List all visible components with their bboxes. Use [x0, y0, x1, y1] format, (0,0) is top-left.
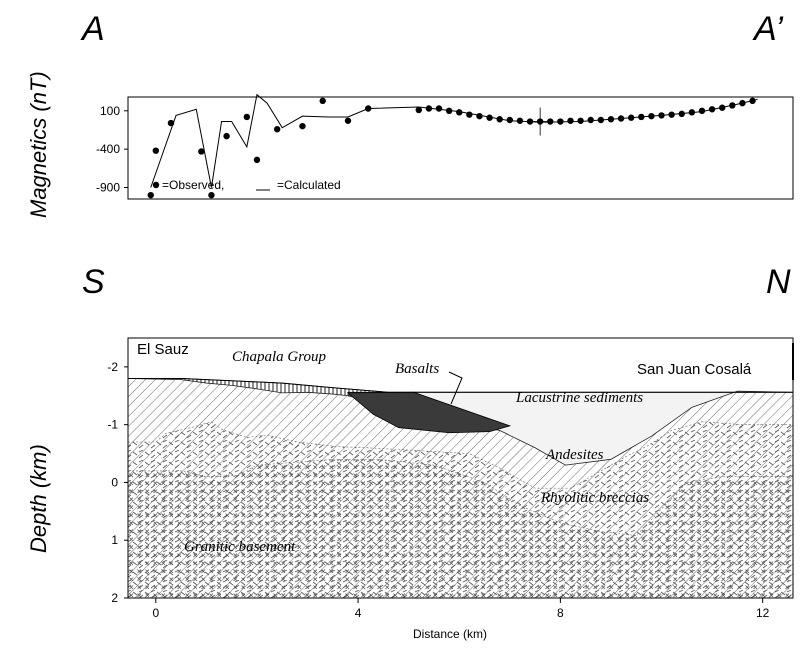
observed-point-45 — [739, 99, 746, 107]
section-label-a-prime: A’ — [752, 10, 783, 48]
observed-point-0 — [147, 191, 154, 199]
observed-point-26 — [547, 118, 554, 125]
unit-andesites: Andesites — [545, 447, 604, 463]
depth-y-label: Depth (km) — [26, 444, 51, 553]
section-label-a: A — [80, 10, 105, 48]
distance-xtick-label-0: 0 — [152, 606, 159, 620]
legend-observed-dot — [152, 181, 160, 189]
place-san-juan-cosala: San Juan Cosalá — [637, 361, 752, 378]
depth-ytick-label-3: 1 — [111, 533, 118, 547]
mag-ytick-label-2: -900 — [96, 180, 120, 194]
observed-point-21 — [496, 116, 503, 123]
observed-point-39 — [678, 110, 685, 118]
basalts-layer — [346, 391, 512, 434]
observed-point-23 — [516, 117, 524, 124]
observed-point-6 — [243, 113, 251, 121]
depth-ytick-label-1: -1 — [107, 418, 118, 432]
observed-point-18 — [466, 111, 473, 118]
topographic-surface — [128, 377, 793, 393]
magnetics-panel: Magnetics (nT) 100 -400 -900 =Observed, =C… — [26, 71, 794, 218]
observed-point-44 — [729, 102, 736, 109]
observed-point-16 — [445, 107, 453, 115]
place-el-sauz: El Sauz — [137, 341, 189, 358]
mag-ytick-label-0: 100 — [100, 104, 120, 118]
legend-calculated: =Calculated — [277, 178, 341, 192]
observed-point-40 — [688, 109, 696, 116]
magnetics-y-label: Magnetics (nT) — [26, 71, 51, 218]
depth-ytick-label-4: 2 — [111, 591, 118, 605]
observed-point-2 — [167, 119, 175, 127]
unit-basalts: Basalts — [395, 361, 439, 377]
observed-point-29 — [577, 117, 584, 124]
basalts-leader-line — [448, 371, 463, 405]
calculated-anomaly-line — [150, 93, 758, 188]
section-frame — [127, 337, 794, 599]
depth-ytick-label-2: 0 — [111, 475, 118, 489]
observed-point-28 — [567, 117, 574, 124]
observed-point-42 — [708, 106, 716, 113]
observed-point-37 — [658, 112, 665, 119]
observed-point-41 — [698, 107, 706, 115]
observed-point-11 — [344, 117, 352, 124]
observed-point-10 — [319, 97, 326, 105]
unit-rhyolitic-breccias: Rhyolitic breccias — [540, 490, 649, 506]
depth-ytick-label-0: -2 — [107, 360, 118, 374]
observed-point-46 — [749, 97, 756, 105]
observed-point-38 — [668, 111, 675, 118]
observed-point-15 — [435, 105, 443, 112]
observed-point-43 — [719, 104, 726, 111]
unit-chapala-group: Chapala Group — [232, 349, 327, 365]
observed-point-14 — [425, 105, 433, 112]
section-label-s: S — [82, 263, 105, 301]
observed-point-20 — [486, 114, 493, 121]
observed-point-35 — [638, 113, 645, 121]
distance-xtick-label-2: 8 — [557, 606, 564, 620]
observed-point-24 — [526, 118, 534, 125]
observed-point-36 — [648, 112, 655, 120]
observed-point-9 — [299, 122, 306, 130]
observed-point-7 — [253, 156, 261, 164]
observed-point-1 — [152, 147, 160, 154]
observed-point-5 — [223, 132, 230, 140]
legend-observed: =Observed, — [162, 178, 224, 192]
rhyolitic-contact — [128, 421, 793, 489]
observed-point-12 — [365, 105, 372, 112]
andesites-layer — [128, 378, 793, 598]
observed-point-4 — [208, 191, 215, 199]
observed-point-22 — [506, 116, 514, 124]
observed-point-32 — [607, 116, 615, 123]
observed-point-27 — [557, 118, 564, 125]
observed-point-3 — [198, 148, 205, 155]
unit-lacustrine-sediments: Lacustrine sediments — [515, 390, 643, 406]
observed-point-8 — [273, 126, 281, 133]
observed-point-33 — [617, 115, 625, 122]
observed-point-19 — [476, 112, 483, 120]
distance-xtick-label-1: 4 — [355, 606, 362, 620]
el-sauz-box — [132, 340, 206, 358]
x-axis-label: Distance (km) — [413, 627, 487, 641]
distance-xtick-label-3: 12 — [756, 606, 770, 620]
observed-point-30 — [587, 116, 594, 124]
observed-point-31 — [597, 116, 605, 124]
section-label-n: N — [766, 263, 791, 301]
observed-point-17 — [456, 109, 463, 116]
unit-granitic-basement: Granitic basement — [184, 539, 296, 555]
mag-ytick-label-1: -400 — [96, 142, 120, 156]
magnetics-legend: =Observed, =Calculated — [162, 178, 341, 192]
granite-contact — [128, 459, 793, 536]
observed-point-13 — [415, 106, 422, 114]
magnetics-frame — [127, 96, 794, 200]
observed-point-34 — [627, 114, 635, 121]
